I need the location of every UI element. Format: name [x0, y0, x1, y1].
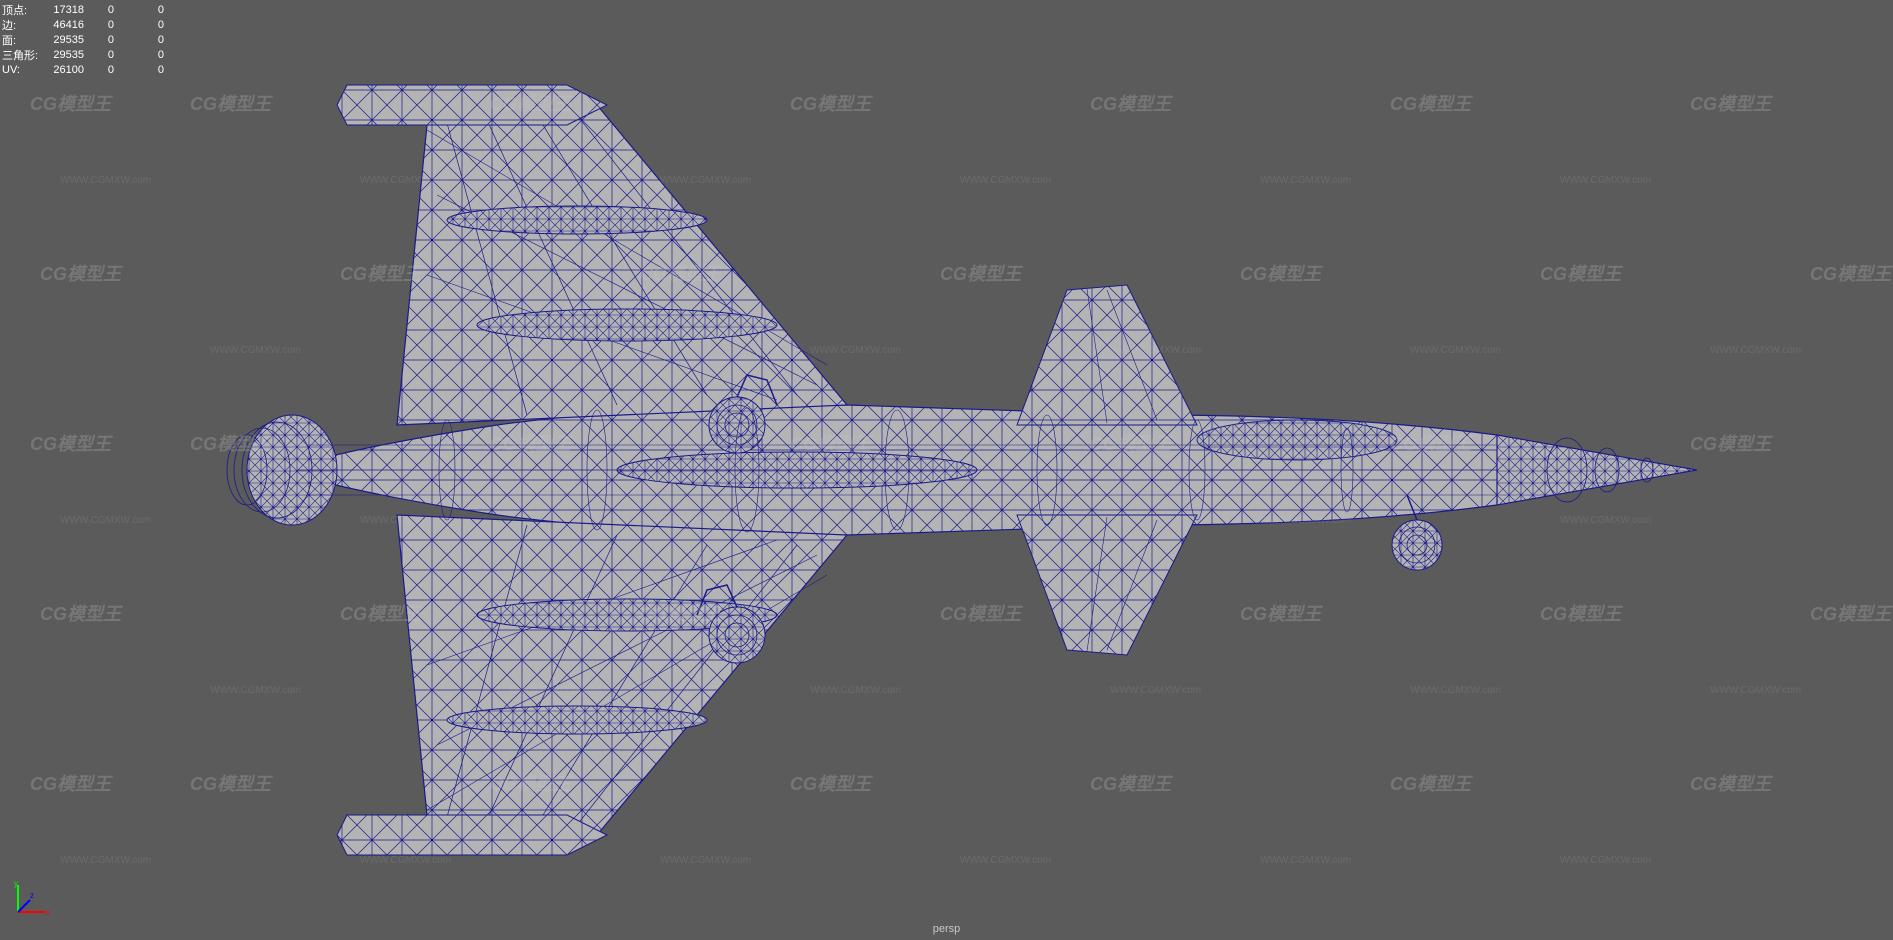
stats-label: 三角形: — [2, 47, 44, 63]
aircraft-wireframe-svg — [147, 45, 1747, 895]
left-canard-group — [1017, 285, 1197, 425]
stats-col2: 0 — [104, 64, 134, 76]
stats-label: 顶点: — [2, 2, 44, 18]
stats-row-vertices: 顶点: 17318 0 0 — [2, 2, 164, 17]
watermark-url: WWW.CGMXW.com — [60, 855, 151, 866]
stats-row-edges: 边: 46416 0 0 — [2, 17, 164, 32]
polygon-stats-panel: 顶点: 17318 0 0 边: 46416 0 0 面: 29535 0 0 … — [0, 0, 166, 79]
watermark-url: WWW.CGMXW.com — [60, 515, 151, 526]
svg-text:x: x — [46, 908, 50, 917]
viewport-3d[interactable]: 顶点: 17318 0 0 边: 46416 0 0 面: 29535 0 0 … — [0, 0, 1893, 940]
stats-value: 46416 — [44, 19, 104, 31]
right-canard-group — [1017, 515, 1197, 655]
right-wing-group — [397, 515, 847, 835]
stats-col3: 0 — [134, 4, 164, 16]
watermark-main: CG模型王 — [40, 600, 121, 626]
svg-text:z: z — [30, 891, 34, 900]
stats-row-faces: 面: 29535 0 0 — [2, 32, 164, 47]
stats-col3: 0 — [134, 34, 164, 46]
stats-row-uv: UV: 26100 0 0 — [2, 62, 164, 77]
camera-label: persp — [933, 923, 961, 935]
stats-label: 面: — [2, 32, 44, 48]
stats-col2: 0 — [104, 34, 134, 46]
axis-indicator: x y z — [10, 880, 50, 920]
watermark-main: CG模型王 — [30, 770, 111, 796]
stats-value: 26100 — [44, 64, 104, 76]
watermark-main: CG模型王 — [30, 430, 111, 456]
wireframe-model-container — [147, 45, 1747, 895]
right-wingtip-rail — [337, 815, 607, 855]
stats-col2: 0 — [104, 4, 134, 16]
watermark-main: CG模型王 — [1810, 600, 1891, 626]
stats-value: 17318 — [44, 4, 104, 16]
left-wingtip-rail — [337, 85, 607, 125]
stats-col2: 0 — [104, 49, 134, 61]
stats-col2: 0 — [104, 19, 134, 31]
watermark-main: CG模型王 — [30, 90, 111, 116]
stats-value: 29535 — [44, 34, 104, 46]
svg-text:y: y — [14, 880, 18, 888]
watermark-main: CG模型王 — [1810, 260, 1891, 286]
left-wing-group — [397, 105, 847, 425]
watermark-url: WWW.CGMXW.com — [60, 175, 151, 186]
stats-label: 边: — [2, 17, 44, 33]
watermark-main: CG模型王 — [40, 260, 121, 286]
stats-row-triangles: 三角形: 29535 0 0 — [2, 47, 164, 62]
stats-label: UV: — [2, 64, 44, 76]
stats-col3: 0 — [134, 19, 164, 31]
stats-value: 29535 — [44, 49, 104, 61]
